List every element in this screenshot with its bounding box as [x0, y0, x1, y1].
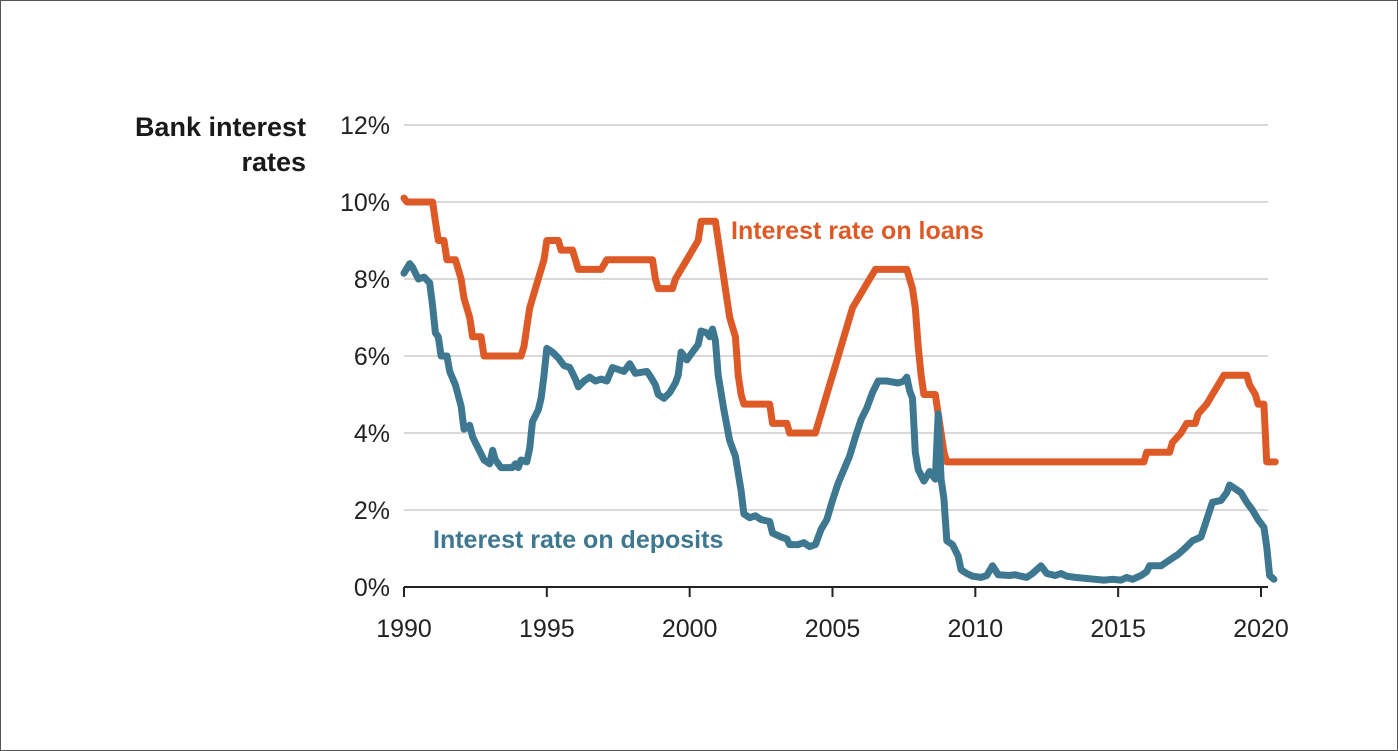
y-tick-label: 0%	[354, 574, 390, 602]
y-tick-label: 2%	[354, 497, 390, 525]
y-tick-label: 4%	[354, 420, 390, 448]
y-tick-label: 8%	[354, 266, 390, 294]
y-tick-label: 12%	[340, 112, 390, 140]
series-label-1: Interest rate on deposits	[433, 526, 723, 554]
x-tick-label: 1995	[519, 615, 575, 643]
x-tick-label: 2010	[948, 615, 1004, 643]
series-label-0: Interest rate on loans	[731, 217, 984, 245]
labels: Bank interest rates Interest rate on loans…	[135, 112, 984, 554]
y-tick-label: 6%	[354, 343, 390, 371]
chart-title-line: rates	[241, 147, 306, 177]
x-tick-label: 1990	[376, 615, 432, 643]
series-lines	[400, 194, 1279, 584]
x-tick-label: 2000	[662, 615, 718, 643]
x-tick-label: 2020	[1233, 615, 1289, 643]
x-tick-label: 2005	[805, 615, 861, 643]
axes: 0% 2% 4% 6% 8% 10% 12% 1990 1995 2000 2005 2010 2015…	[340, 112, 1289, 643]
series-line-0	[400, 194, 1279, 466]
chart-title-line: Bank interest	[135, 112, 306, 142]
y-tick-label: 10%	[340, 189, 390, 217]
gridlines	[404, 124, 1268, 511]
series-line-1	[400, 260, 1278, 584]
x-tick-label: 2015	[1090, 615, 1146, 643]
